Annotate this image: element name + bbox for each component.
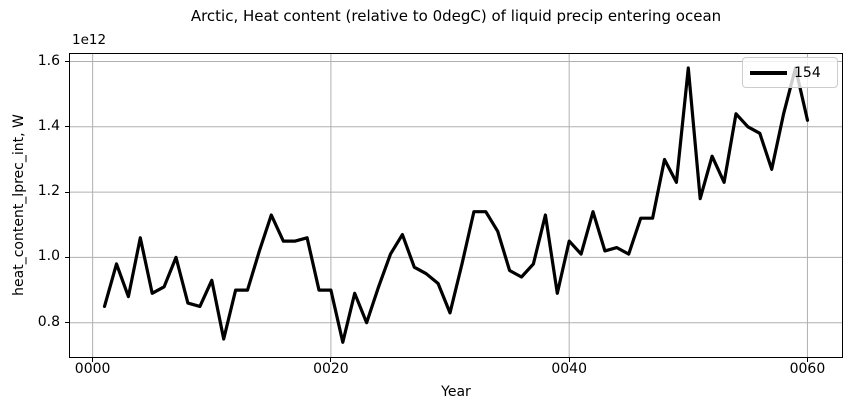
legend-series-label: 154 [794, 64, 821, 81]
y-axis-label: heat_content_lprec_int, W [11, 114, 27, 296]
y-tick-label: 1.6 [37, 52, 60, 69]
y-axis-offset-label: 1e12 [72, 32, 107, 48]
x-tick-label: 0020 [313, 361, 349, 377]
legend: 154 [742, 57, 838, 88]
chart-title: Arctic, Heat content (relative to 0degC)… [190, 7, 722, 25]
x-tick-label: 0040 [551, 361, 587, 377]
y-tick-mark [65, 256, 69, 258]
y-tick-mark [65, 322, 69, 324]
y-tick-label: 1.4 [37, 117, 60, 134]
y-tick-label: 1.2 [37, 183, 60, 200]
x-tick-mark [806, 358, 808, 362]
x-tick-mark [92, 358, 94, 362]
plot-area [69, 53, 843, 358]
line-plot-svg [70, 54, 842, 357]
x-tick-label: 0060 [789, 361, 826, 377]
y-tick-mark [65, 61, 69, 62]
x-tick-label: 0000 [74, 361, 111, 377]
y-tick-mark [65, 191, 69, 193]
y-tick-label: 0.8 [37, 313, 60, 330]
data-line-series-154 [102, 66, 810, 344]
x-axis-label: Year [441, 384, 471, 400]
legend-line-sample-icon [750, 70, 787, 75]
y-tick-label: 1.0 [37, 248, 60, 265]
y-tick-mark [65, 126, 69, 128]
x-tick-mark [568, 358, 570, 362]
x-tick-mark [330, 358, 332, 362]
